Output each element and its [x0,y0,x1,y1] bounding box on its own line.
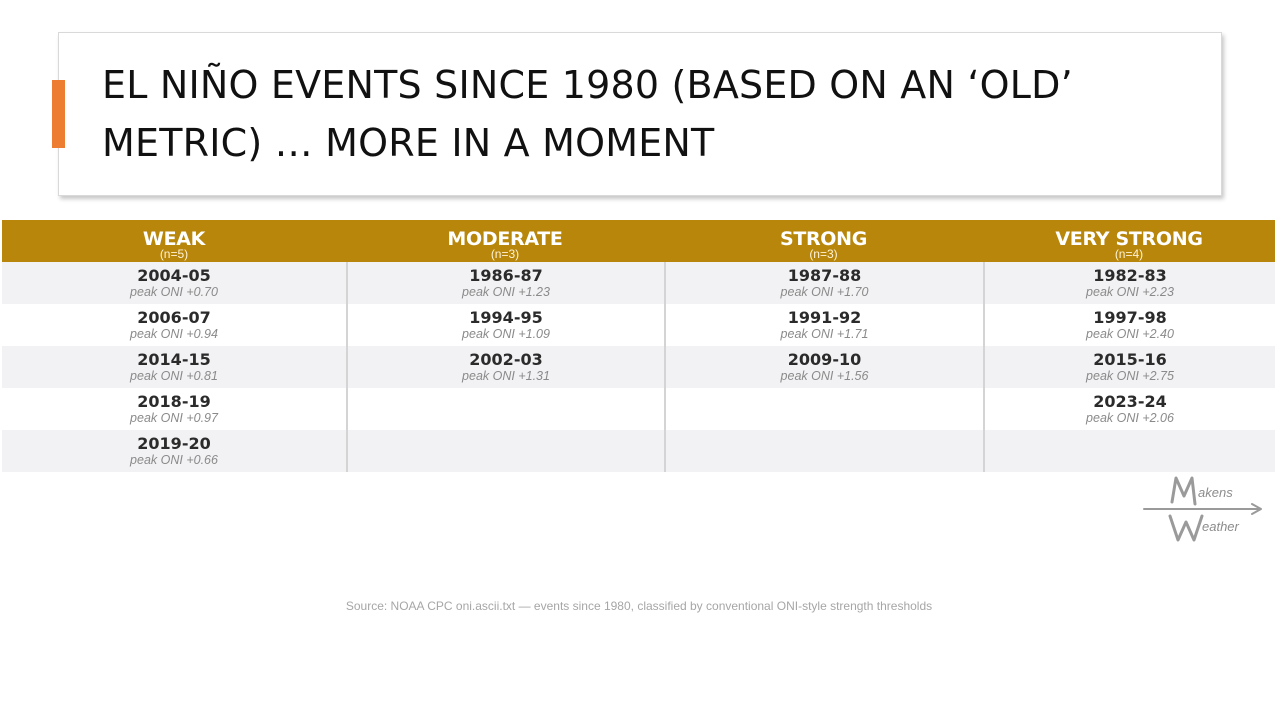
logo-graphic: akens eather [1143,476,1262,542]
table-cell: 1994-95 peak ONI +1.09 [346,304,664,346]
event-years: 2004-05 [137,266,211,285]
event-years: 2006-07 [137,308,211,327]
event-years [666,430,983,435]
event-years: 1982-83 [1093,266,1167,285]
column-header-weak: WEAK (n=5) [2,220,346,262]
peak-oni: peak ONI +1.31 [462,369,550,383]
event-years [348,388,664,393]
column-count: (n=4) [1114,247,1144,261]
event-years: 1986-87 [469,266,543,285]
event-years: 2015-16 [1093,350,1167,369]
table-row: 2006-07 peak ONI +0.94 1994-95 peak ONI +1… [2,304,1275,346]
peak-oni: peak ONI +0.66 [130,453,218,467]
column-header-very-strong: VERY STRONG (n=4) [983,220,1275,262]
event-years: 1987-88 [787,266,862,285]
table-row: 2018-19 peak ONI +0.97 2023-24 peak ONI +2… [2,388,1275,430]
peak-oni: peak ONI +2.23 [1086,285,1174,299]
table-cell: 1997-98 peak ONI +2.40 [983,304,1275,346]
table-cell: 2014-15 peak ONI +0.81 [2,346,346,388]
table-cell: 1991-92 peak ONI +1.71 [664,304,983,346]
table-cell: 1986-87 peak ONI +1.23 [346,262,664,304]
table-cell [664,388,983,430]
table-header: WEAK (n=5) MODERATE (n=3) STRONG (n=3) V… [2,220,1275,262]
peak-oni: peak ONI +0.97 [130,411,218,425]
table-cell [664,430,983,472]
table-cell: 2023-24 peak ONI +2.06 [983,388,1275,430]
peak-oni: peak ONI +1.70 [780,285,869,299]
column-label: STRONG [779,228,868,250]
logo-text-line1: akens [1198,485,1233,500]
table-cell: 2018-19 peak ONI +0.97 [2,388,346,430]
event-years: 1994-95 [469,308,543,327]
column-label: WEAK [142,228,206,250]
column-count: (n=3) [490,247,520,261]
table-cell: 2015-16 peak ONI +2.75 [983,346,1275,388]
peak-oni: peak ONI +0.81 [130,369,218,383]
event-years: 2014-15 [137,350,211,369]
table-cell: 2002-03 peak ONI +1.31 [346,346,664,388]
table-cell: 1987-88 peak ONI +1.70 [664,262,983,304]
source-note: Source: NOAA CPC oni.ascii.txt — events … [345,599,933,613]
table-cell [983,430,1275,472]
event-years: 2009-10 [787,350,862,369]
logo-text-line2: eather [1202,519,1240,534]
peak-oni: peak ONI +0.94 [130,327,218,341]
makens-weather-logo: akens eather [1142,474,1264,546]
peak-oni: peak ONI +2.40 [1086,327,1174,341]
event-years: 2019-20 [137,434,211,453]
event-years: 2002-03 [469,350,543,369]
column-label: MODERATE [447,228,563,250]
table-cell [346,430,664,472]
table-cell: 1982-83 peak ONI +2.23 [983,262,1275,304]
table-cell: 2004-05 peak ONI +0.70 [2,262,346,304]
el-nino-events-table: WEAK (n=5) MODERATE (n=3) STRONG (n=3) V… [2,220,1275,472]
table-cell: 2019-20 peak ONI +0.66 [2,430,346,472]
peak-oni: peak ONI +1.09 [462,327,550,341]
event-years: 2023-24 [1093,392,1167,411]
event-years: 1991-92 [787,308,862,327]
event-years: 1997-98 [1093,308,1167,327]
table-row: 2004-05 peak ONI +0.70 1986-87 peak ONI +1… [2,262,1275,304]
column-label: VERY STRONG [1055,228,1203,250]
table-cell [346,388,664,430]
column-count: (n=3) [809,247,838,261]
title-accent-bar [52,80,65,148]
slide-title: EL NIÑO EVENTS SINCE 1980 (BASED ON AN ‘… [102,63,1073,165]
peak-oni: peak ONI +1.56 [780,369,869,383]
peak-oni: peak ONI +2.06 [1086,411,1174,425]
table-row: 2014-15 peak ONI +0.81 2002-03 peak ONI +1… [2,346,1275,388]
peak-oni: peak ONI +0.70 [130,285,218,299]
column-count: (n=5) [159,247,189,261]
column-header-moderate: MODERATE (n=3) [346,220,664,262]
table-row: 2019-20 peak ONI +0.66 [2,430,1275,472]
peak-oni: peak ONI +2.75 [1086,369,1174,383]
event-years [666,388,983,393]
event-years [985,430,1275,435]
title-box [58,32,1222,196]
column-header-strong: STRONG (n=3) [664,220,983,262]
event-years: 2018-19 [137,392,211,411]
peak-oni: peak ONI +1.71 [780,327,869,341]
event-years [348,430,664,435]
table-body: 2004-05 peak ONI +0.70 1986-87 peak ONI +1… [2,262,1275,472]
peak-oni: peak ONI +1.23 [462,285,550,299]
table-cell: 2006-07 peak ONI +0.94 [2,304,346,346]
table-cell: 2009-10 peak ONI +1.56 [664,346,983,388]
